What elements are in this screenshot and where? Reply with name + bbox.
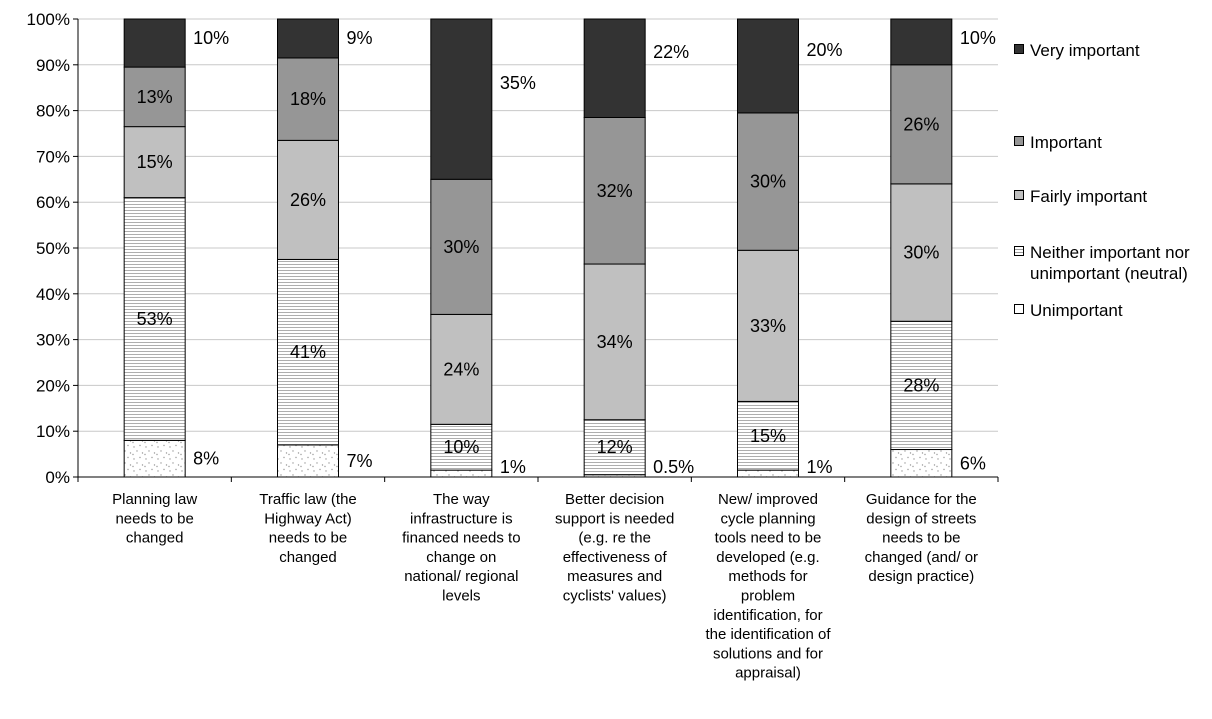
bar-segment — [430, 423, 493, 471]
legend-swatch — [1014, 44, 1024, 54]
y-tick-label: 40% — [36, 285, 70, 304]
bar-segment — [737, 469, 799, 478]
bar-segment — [123, 66, 186, 128]
bar-segment — [277, 444, 339, 478]
bar-segment — [123, 439, 186, 478]
y-tick-label: 0% — [45, 468, 70, 487]
bar-segment — [430, 469, 493, 478]
bar-segment — [123, 126, 186, 199]
data-label: 30% — [903, 243, 939, 263]
bar-segments — [123, 18, 953, 478]
legend-item: Fairly important — [1014, 186, 1147, 207]
data-label: 28% — [903, 375, 939, 395]
bar-segment — [430, 313, 493, 425]
data-label: 30% — [443, 237, 479, 257]
legend-swatch — [1014, 246, 1024, 256]
legend-swatch — [1014, 304, 1024, 314]
y-tick-label: 30% — [36, 331, 70, 350]
bar-segment — [890, 320, 953, 451]
data-label: 33% — [750, 316, 786, 336]
legend-swatch — [1014, 136, 1024, 146]
legend-label: Neither important nor unimportant (neutr… — [1030, 243, 1190, 283]
x-tick-label: New/ improved cycle planning tools need to… — [705, 491, 831, 682]
bar-segment — [277, 57, 339, 141]
y-tick-label: 10% — [36, 422, 70, 441]
data-label: 20% — [807, 40, 843, 60]
legend-label: Important — [1030, 133, 1102, 152]
legend-item: Very important — [1014, 40, 1140, 61]
data-label: 1% — [807, 457, 833, 477]
bar-segment — [890, 449, 953, 478]
bar-segment — [890, 64, 953, 185]
gridlines — [78, 18, 998, 432]
bar-segment — [277, 139, 339, 260]
legend-swatch — [1014, 190, 1024, 200]
bar-segment — [890, 183, 953, 322]
y-tick-label: 80% — [36, 102, 70, 121]
x-tick-label: Guidance for the design of streets needs t… — [865, 491, 978, 585]
data-label: 15% — [750, 426, 786, 446]
data-label: 24% — [443, 359, 479, 379]
legend-label: Unimportant — [1030, 301, 1123, 320]
y-tick-label: 60% — [36, 193, 70, 212]
data-label: 6% — [960, 453, 986, 473]
bar-segment — [123, 18, 186, 68]
data-label: 32% — [597, 181, 633, 201]
legend-item: Neither important nor unimportant (neutr… — [1014, 242, 1190, 284]
data-label: 7% — [347, 451, 373, 471]
legend-item: Important — [1014, 132, 1102, 153]
bar-segment — [277, 18, 339, 59]
data-label: 26% — [290, 190, 326, 210]
data-label: 10% — [443, 437, 479, 457]
data-label: 12% — [597, 437, 633, 457]
bar-segment — [737, 18, 799, 114]
legend-label: Very important — [1030, 41, 1140, 60]
bar-segment — [583, 116, 646, 265]
y-tick-label: 20% — [36, 376, 70, 395]
data-labels: 8% 53% 15% 13% 10% 7% 41% 26% 18% 9% 1% 10% 24% 30% 35… — [137, 28, 996, 477]
bar-segment — [583, 18, 646, 118]
bar-segment — [737, 400, 799, 471]
stacked-bar-chart: 0% 10% 20% 30% 40% 50% 60% 70% 80% 90% 100% 8% 53% 1… — [27, 10, 999, 682]
x-tick-label: Planning law needs to be changed — [112, 491, 197, 547]
bar-segment — [277, 258, 339, 446]
data-label: 9% — [347, 28, 373, 48]
data-label: 0.5% — [653, 457, 694, 477]
x-tick-label: Traffic law (the Highway Act) needs to be c… — [259, 491, 357, 566]
bar-segment — [430, 178, 493, 315]
y-tick-label: 100% — [27, 10, 70, 29]
y-tick-label: 50% — [36, 239, 70, 258]
bar-segment — [123, 197, 186, 441]
data-label: 41% — [290, 342, 326, 362]
bar-segment — [737, 249, 799, 402]
data-label: 26% — [903, 114, 939, 134]
bar-segment — [737, 112, 799, 251]
bar-segment — [430, 18, 493, 180]
data-label: 10% — [193, 28, 229, 48]
data-label: 35% — [500, 73, 536, 93]
data-label: 8% — [193, 449, 219, 469]
category-labels: Planning law needs to be changed Traffic la… — [112, 491, 978, 682]
data-label: 18% — [290, 89, 326, 109]
x-tick-label: Better decision support is needed (e.g. re… — [555, 491, 674, 605]
x-tick-label: The way infrastructure is financed needs t… — [402, 491, 520, 605]
bar-segment — [583, 419, 646, 476]
data-label: 10% — [960, 28, 996, 48]
bar-segment — [583, 263, 646, 421]
legend-label: Fairly important — [1030, 187, 1148, 206]
bar-segment — [890, 18, 953, 66]
data-label: 30% — [750, 172, 786, 192]
data-label: 22% — [653, 42, 689, 62]
y-tick-label: 90% — [36, 56, 70, 75]
data-label: 53% — [137, 309, 173, 329]
data-label: 1% — [500, 457, 526, 477]
legend-item: Unimportant — [1014, 300, 1123, 321]
y-tick-label: 70% — [36, 147, 70, 166]
data-label: 34% — [597, 332, 633, 352]
data-label: 15% — [137, 152, 173, 172]
axes: 0% 10% 20% 30% 40% 50% 60% 70% 80% 90% 100% — [27, 10, 999, 487]
data-label: 13% — [137, 87, 173, 107]
